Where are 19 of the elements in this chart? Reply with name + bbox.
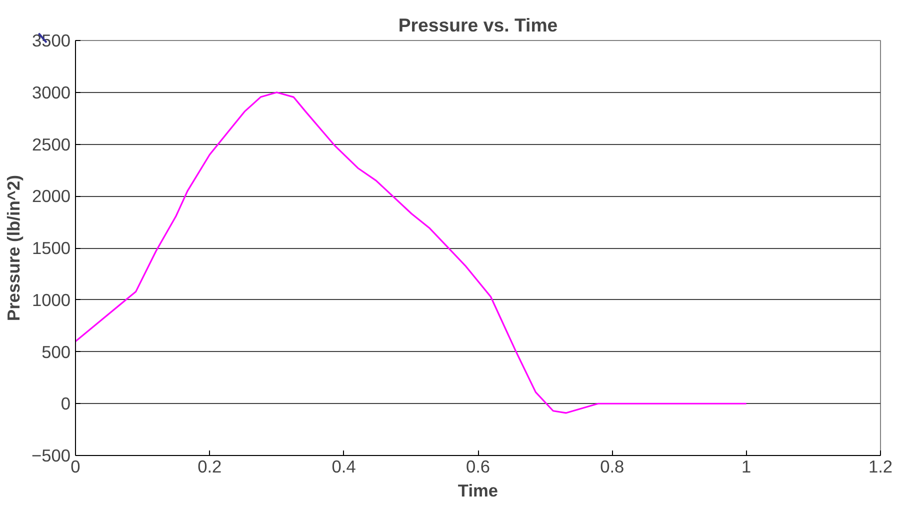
y-tick-label: 0: [60, 394, 71, 414]
x-tick-label: 0.8: [600, 456, 624, 476]
y-tick-label: 500: [42, 342, 71, 362]
y-tick-label: −500: [31, 446, 70, 466]
x-axis-title: Time: [458, 480, 498, 500]
y-tick-label: 2000: [32, 186, 71, 206]
y-tick-label: 3000: [32, 82, 71, 102]
y-tick-label: 3500: [32, 30, 71, 50]
y-tick-label: 1000: [32, 290, 71, 310]
x-tick-label: 0.2: [198, 456, 222, 476]
x-tick-label: 0.4: [332, 456, 356, 476]
x-tick-label: 1: [742, 456, 752, 476]
x-tick-label: 1.2: [868, 456, 893, 476]
x-tick-label: 0.6: [466, 456, 490, 476]
y-tick-label: 1500: [32, 238, 71, 258]
line-series: [76, 92, 748, 414]
chart-title: Pressure vs. Time: [398, 14, 558, 36]
y-axis-title: Pressure (lb/in^2): [3, 175, 24, 321]
y-tick-label: 2500: [32, 134, 71, 154]
